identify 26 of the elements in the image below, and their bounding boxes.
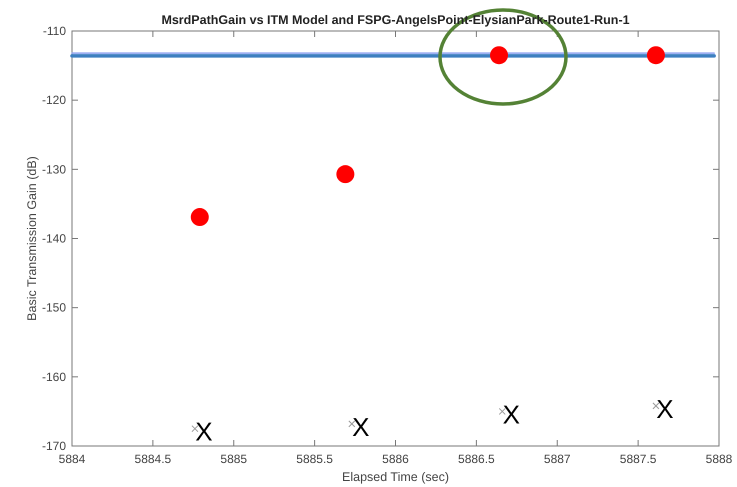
x-tick-label: 5885.5 (296, 452, 334, 466)
annotation: X (195, 416, 213, 447)
y-tick-label: -130 (42, 162, 66, 176)
y-axis-title: Basic Transmission Gain (dB) (25, 156, 39, 321)
point (336, 165, 354, 184)
point (490, 46, 508, 64)
x-tick-label: 5884 (58, 452, 86, 466)
y-tick-label: -110 (42, 24, 66, 38)
y-tick-label: -160 (42, 370, 66, 384)
annotation: X (656, 394, 674, 424)
x-tick-label: 5888 (706, 452, 733, 466)
x-tick-label: 5887 (544, 452, 571, 466)
y-tick-label: -150 (42, 300, 66, 315)
y-tick-label: -120 (42, 93, 66, 108)
y-tick-label: -140 (42, 232, 66, 246)
annotation: X (502, 399, 520, 430)
x-axis-title: Elapsed Time (sec) (342, 470, 449, 484)
point (646, 46, 665, 64)
x-tick-label: 5885 (220, 452, 248, 466)
x-tick-label: 5884.5 (134, 452, 172, 466)
x-tick-label: 5886.5 (458, 452, 496, 466)
x-tick-label: 5886 (382, 452, 410, 466)
y-tick-label: -170 (42, 439, 66, 453)
annotation: X (352, 412, 370, 442)
x-tick-label: 5887.5 (620, 452, 657, 466)
point (190, 208, 209, 226)
